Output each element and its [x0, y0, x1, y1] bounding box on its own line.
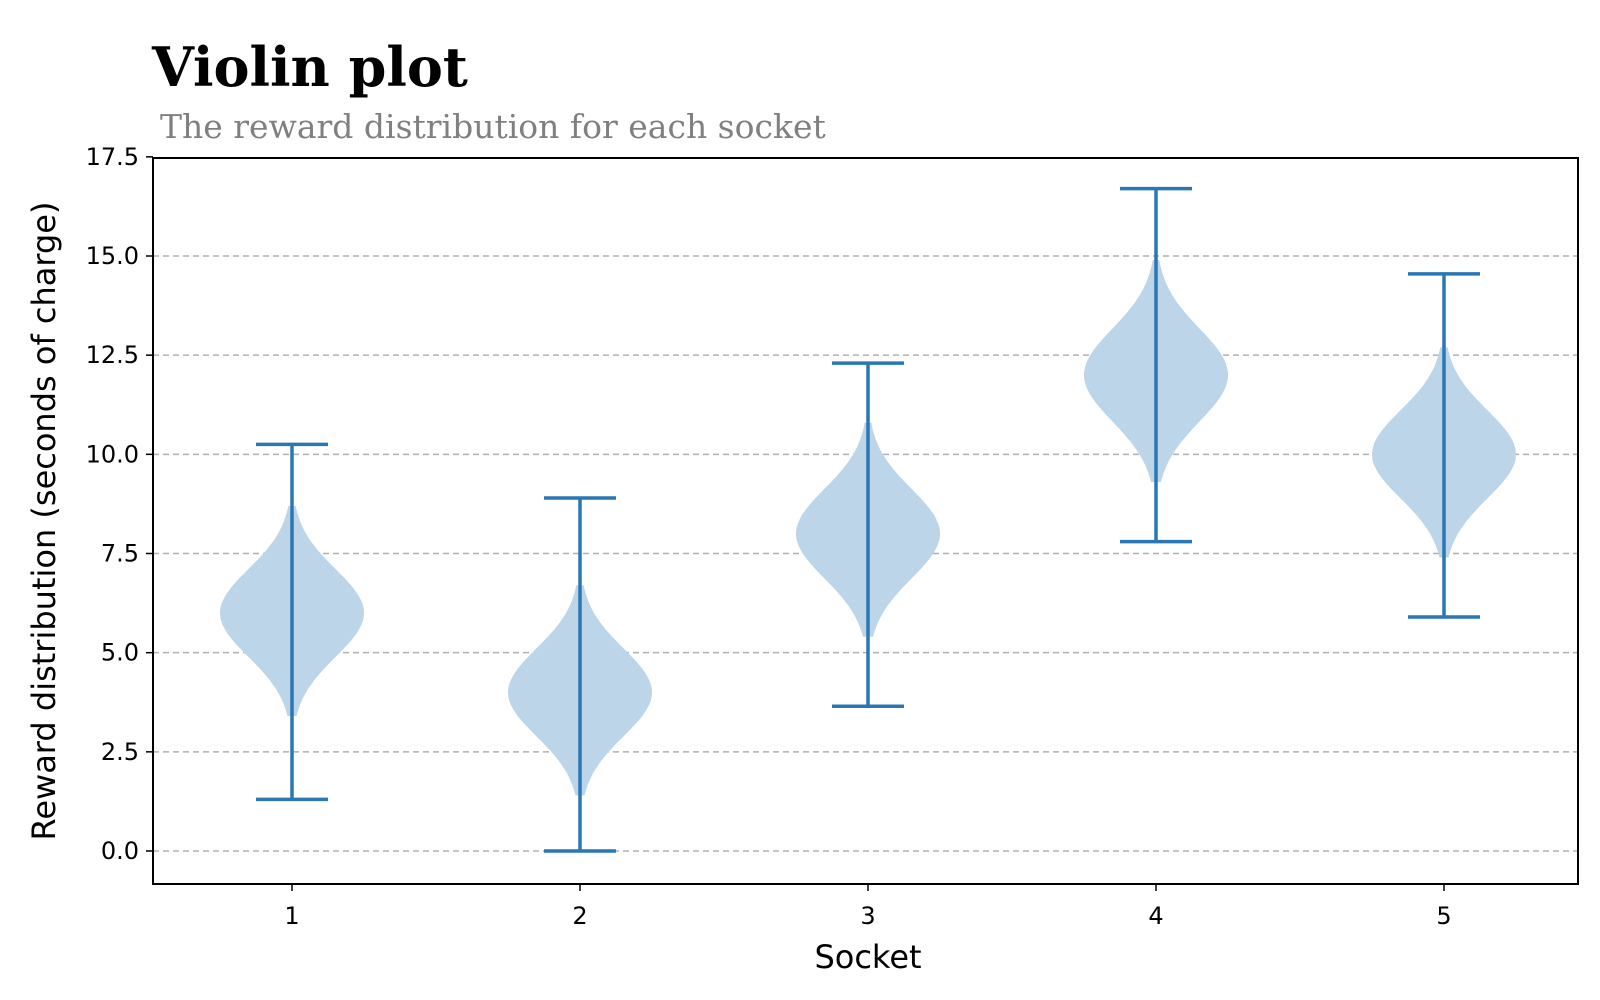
- x-tick-label: 3: [860, 902, 875, 930]
- y-tick-label: 12.5: [86, 341, 139, 369]
- x-tick-label: 2: [572, 902, 587, 930]
- y-tick-label: 10.0: [86, 440, 139, 468]
- chart-subtitle: The reward distribution for each socket: [160, 107, 826, 146]
- violins: [220, 186, 1516, 853]
- x-tick-label: 1: [284, 902, 299, 930]
- y-tick-label: 17.5: [86, 143, 139, 171]
- y-axis-label: Reward distribution (seconds of charge): [25, 202, 63, 841]
- y-tick-label: 5.0: [101, 639, 139, 667]
- y-tick-label: 0.0: [101, 837, 139, 865]
- x-tick-label: 4: [1148, 902, 1163, 930]
- y-tick-label: 2.5: [101, 738, 139, 766]
- plot-frame: [152, 157, 1579, 885]
- x-axis-label: Socket: [814, 938, 921, 976]
- x-tick-label: 5: [1436, 902, 1451, 930]
- x-axis-ticks: 1 2 3 4 5: [284, 884, 1452, 930]
- y-tick-label: 15.0: [86, 242, 139, 270]
- y-tick-label: 7.5: [101, 540, 139, 568]
- chart-title: Violin plot: [152, 35, 468, 99]
- y-axis-ticks: 0.0 2.5 5.0 7.5 10.0 12.5 15.0 17.5: [86, 143, 153, 865]
